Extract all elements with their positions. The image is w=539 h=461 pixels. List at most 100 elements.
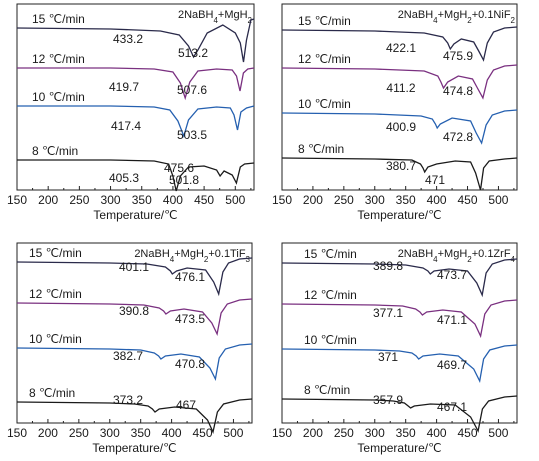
peak-annotation: 473.5 — [175, 312, 205, 326]
chart-panel-2: 150 200 250 300 350 400 450 500 Temperature/℃ 2Na… — [272, 3, 518, 222]
peak-annotation: 469.7 — [437, 358, 467, 372]
x-tick-label: 250 — [334, 193, 354, 207]
chart-panel-3: 150 200 250 300 350 400 450 500 Temperature/℃ 2Na… — [7, 242, 253, 455]
chart-title: 2NaBH4+MgH2 — [178, 9, 253, 25]
peak-annotation: 417.4 — [111, 119, 141, 133]
peak-annotation: 401.1 — [119, 260, 149, 274]
series-name-label: 15 ℃/min — [29, 246, 82, 260]
peak-annotation: 476.1 — [175, 270, 205, 284]
peak-annotation: 433.2 — [113, 32, 143, 46]
x-tick-label: 400 — [162, 426, 182, 440]
peak-annotation: 473.7 — [437, 268, 467, 282]
chart-title: 2NaBH4+MgH2+0.1TiF3 — [134, 248, 250, 264]
chart-title: 2NaBH4+MgH2+0.1NiF2 — [398, 9, 516, 25]
series-name-label: 8 ℃/min — [29, 386, 75, 400]
plot-frame — [281, 3, 518, 191]
peak-annotation: 503.5 — [177, 128, 207, 142]
x-axis-label: Temperature/℃ — [357, 208, 441, 222]
series-line — [16, 18, 255, 63]
x-tick-label: 500 — [225, 193, 245, 207]
series-line — [281, 109, 518, 145]
x-tick-label: 300 — [101, 193, 121, 207]
plot-frame — [281, 242, 518, 424]
series-name-label: 15 ℃/min — [32, 12, 85, 26]
peak-annotation: 471 — [425, 173, 445, 187]
peak-annotation: 377.1 — [373, 306, 403, 320]
series-line — [17, 105, 255, 139]
series-line — [281, 395, 518, 433]
x-tick-label: 450 — [458, 426, 478, 440]
x-tick-label: 250 — [334, 426, 354, 440]
peak-annotation: 400.9 — [386, 120, 416, 134]
series-name-label: 10 ℃/min — [298, 97, 351, 111]
x-tick-label: 150 — [7, 193, 27, 207]
series-name-label: 15 ℃/min — [304, 247, 357, 261]
x-tick-label: 300 — [100, 426, 120, 440]
series-name-label: 8 ℃/min — [32, 144, 78, 158]
x-tick-label: 450 — [458, 193, 478, 207]
x-tick-label: 500 — [488, 193, 508, 207]
series-line — [17, 159, 255, 192]
peak-annotation: 470.8 — [175, 357, 205, 371]
peak-annotation: 419.7 — [109, 80, 139, 94]
series-line — [16, 298, 253, 337]
peak-annotation: 475.9 — [443, 49, 473, 63]
x-tick-label: 450 — [194, 193, 214, 207]
series-name-label: 12 ℃/min — [29, 287, 82, 301]
peak-annotation: 411.2 — [386, 81, 415, 95]
series-name-label: 10 ℃/min — [304, 333, 357, 347]
peak-annotation: 467.1 — [437, 400, 467, 414]
x-tick-label: 200 — [303, 426, 323, 440]
peak-annotation: 474.8 — [443, 84, 473, 98]
x-axis-label: Temperature/℃ — [357, 441, 441, 455]
x-tick-label: 150 — [7, 426, 27, 440]
series-line — [17, 67, 255, 101]
series-line — [281, 64, 518, 100]
series-line — [16, 398, 253, 435]
x-tick-label: 150 — [272, 193, 292, 207]
series-name-label: 12 ℃/min — [32, 52, 85, 66]
series-line — [281, 26, 518, 62]
chart-panel-4: 150 200 250 300 350 400 450 500 Temperature/℃ 2Na… — [272, 242, 518, 455]
x-tick-label: 350 — [132, 193, 152, 207]
x-tick-label: 150 — [272, 426, 292, 440]
x-tick-label: 350 — [131, 426, 151, 440]
series-line — [16, 257, 253, 297]
series-line — [281, 344, 518, 384]
chart-title: 2NaBH4+MgH2+0.1ZrF4 — [398, 248, 516, 264]
x-tick-label: 400 — [163, 193, 183, 207]
peak-annotation: 380.7 — [386, 159, 416, 173]
peak-annotation: 405.3 — [109, 171, 139, 185]
peak-annotation: 472.8 — [443, 130, 473, 144]
x-tick-label: 300 — [365, 426, 385, 440]
series-name-label: 8 ℃/min — [304, 383, 350, 397]
series-name-label: 12 ℃/min — [304, 288, 357, 302]
x-tick-label: 350 — [396, 426, 416, 440]
x-tick-label: 500 — [488, 426, 508, 440]
peak-annotation: 513.2 — [178, 46, 208, 60]
peak-annotation: 371 — [378, 350, 398, 364]
x-tick-label: 250 — [69, 426, 89, 440]
x-tick-label: 200 — [38, 193, 58, 207]
peak-annotation: 422.1 — [386, 41, 416, 55]
series-name-label: 10 ℃/min — [29, 332, 82, 346]
x-axis-label: Temperature/℃ — [92, 441, 176, 455]
series-line — [16, 343, 253, 382]
x-tick-label: 450 — [193, 426, 213, 440]
x-tick-label: 300 — [365, 193, 385, 207]
peak-annotation: 390.8 — [119, 304, 149, 318]
series-name-label: 8 ℃/min — [298, 142, 344, 156]
chart-panel-1: 150 200 250 300 350 400 450 500 Temperature/℃ 2Na… — [7, 3, 255, 222]
x-tick-label: 400 — [427, 426, 447, 440]
series-line — [281, 299, 518, 339]
x-tick-label: 200 — [303, 193, 323, 207]
x-axis-label: Temperature/℃ — [93, 208, 177, 222]
peak-annotation: 467 — [176, 398, 196, 412]
x-tick-label: 350 — [396, 193, 416, 207]
series-name-label: 15 ℃/min — [298, 14, 351, 28]
x-tick-label: 400 — [427, 193, 447, 207]
peak-annotation: 471.1 — [437, 313, 467, 327]
plot-frame — [16, 242, 253, 424]
series-line — [281, 258, 518, 298]
